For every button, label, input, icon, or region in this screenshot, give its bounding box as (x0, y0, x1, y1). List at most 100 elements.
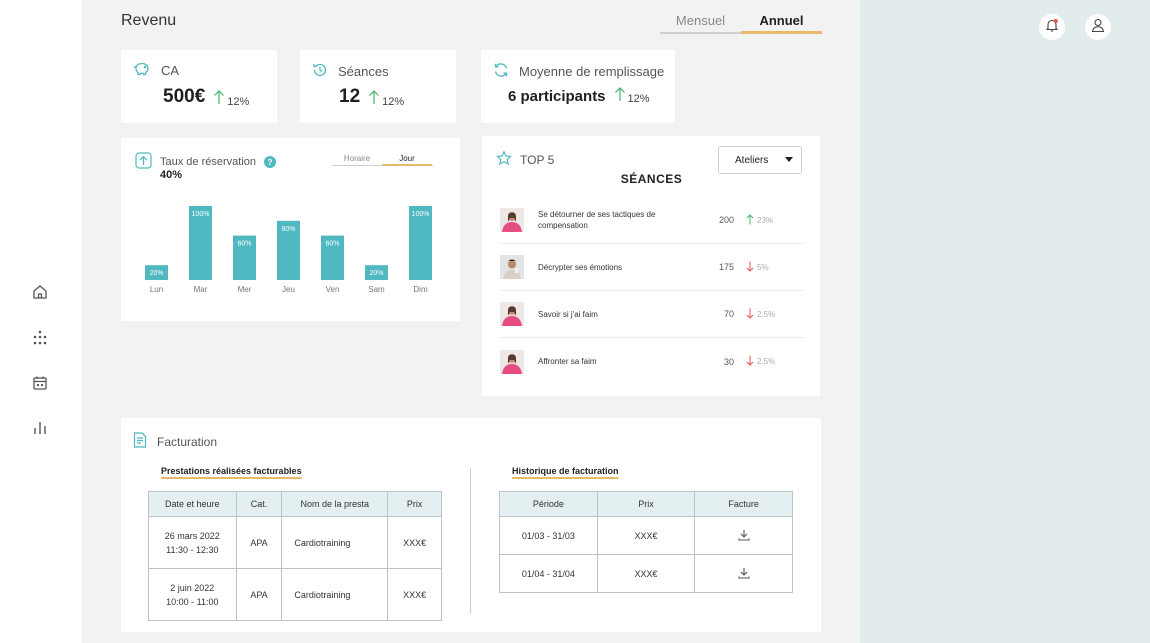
session-name: Décrypter ses émotions (538, 262, 623, 272)
session-count: 175 (718, 262, 734, 272)
help-icon[interactable]: ? (264, 156, 276, 168)
arrow-up-box-icon (135, 152, 152, 172)
billing-card: Facturation Prestations réalisées factur… (121, 418, 821, 632)
x-tick-label: Jeu (282, 285, 295, 294)
session-name: Se détourner de ses tactiques de compens… (538, 210, 656, 230)
price-cell: XXX€ (596, 554, 696, 593)
session-row[interactable]: Affronter sa faim 30 2.5% (500, 338, 804, 385)
bar-lun (145, 265, 168, 280)
column-header: Nom de la presta (281, 491, 389, 517)
category-cell: APA (235, 516, 283, 569)
x-tick-label: Sam (368, 285, 385, 294)
session-delta: 23% (757, 215, 774, 225)
session-delta: 5% (757, 262, 769, 272)
arrow-up-icon (746, 213, 754, 227)
bar-value-label: 20% (369, 270, 383, 277)
category-cell: APA (235, 568, 283, 621)
document-icon (133, 432, 147, 451)
history-icon (312, 62, 328, 81)
date: 26 mars 2022 (164, 530, 220, 541)
home-icon[interactable] (30, 282, 50, 302)
session-thumbnail (500, 349, 524, 374)
bar-chart-icon[interactable] (30, 418, 50, 438)
dots-grid-icon[interactable] (30, 328, 50, 348)
kpi-value: 12 (339, 86, 361, 107)
arrow-up-icon (614, 86, 626, 105)
session-row[interactable]: Savoir si j'ai faim 70 2.5% (500, 291, 804, 338)
price-cell: XXX€ (387, 516, 442, 569)
page-title: Revenu (121, 12, 177, 29)
caret-down-icon (785, 155, 793, 166)
table-row: 01/04 - 31/04 XXX€ (499, 554, 793, 593)
x-tick-label: Dim (413, 285, 428, 294)
calendar-icon[interactable] (30, 373, 50, 393)
tab-jour[interactable]: Jour (382, 153, 432, 166)
date: 2 juin 2022 (170, 582, 215, 593)
arrow-down-icon (746, 261, 754, 274)
session-name: Savoir si j'ai faim (538, 309, 598, 319)
table-header-row: Date et heure Cat. Nom de la presta Prix (148, 491, 442, 517)
billing-divider (470, 468, 471, 614)
piggy-bank-icon (133, 62, 151, 79)
session-thumbnail (500, 255, 524, 279)
download-icon[interactable] (738, 567, 750, 581)
bar-value-label: 100% (192, 211, 210, 218)
bar-dim (409, 206, 432, 280)
top5-title: TOP 5 (520, 152, 555, 167)
user-icon (1091, 18, 1105, 37)
arrow-up-icon (368, 89, 380, 108)
period-tabs: Mensuel Annuel (660, 12, 822, 34)
time: 10:00 - 11:00 (166, 596, 219, 607)
price-cell: XXX€ (387, 568, 442, 621)
reservation-tabs: Horaire Jour (332, 153, 433, 166)
table-row: 01/03 - 31/03 XXX€ (499, 516, 793, 555)
table-row[interactable]: 26 mars 2022 11:30 - 12:30 APA Cardiotra… (148, 516, 442, 569)
column-header: Cat. (235, 491, 283, 517)
session-thumbnail (500, 208, 524, 232)
category-select[interactable]: Ateliers (718, 146, 802, 174)
session-row[interactable]: Décrypter ses émotions 175 5% (500, 244, 804, 291)
session-count: 30 (723, 356, 734, 367)
date-cell: 26 mars 2022 11:30 - 12:30 (148, 516, 237, 569)
table-row[interactable]: 2 juin 2022 10:00 - 11:00 APA Cardiotrai… (148, 568, 442, 621)
tab-horaire[interactable]: Horaire (343, 154, 371, 163)
session-delta: 2.5% (757, 357, 776, 366)
reservation-title: Taux de réservation (160, 156, 256, 168)
notification-button[interactable] (1039, 14, 1065, 40)
top5-subtitle: SÉANCES (620, 172, 683, 186)
bar-value-label: 60% (325, 241, 339, 248)
kpi-card-seances: Séances 12 12% (300, 50, 456, 123)
download-icon[interactable] (738, 529, 750, 543)
tab-mensuel[interactable]: Mensuel (675, 13, 726, 28)
kpi-card-ca: CA 500€ 12% (121, 50, 277, 123)
service-name-cell: Cardiotraining (281, 516, 389, 569)
x-tick-label: Mer (238, 285, 252, 294)
billable-services-table: Date et heure Cat. Nom de la presta Prix… (148, 491, 442, 621)
profile-button[interactable] (1085, 14, 1111, 40)
column-header: Date et heure (148, 491, 237, 517)
session-thumbnail (500, 302, 524, 326)
kpi-delta: 12% (627, 93, 650, 105)
period-cell: 01/03 - 31/03 (499, 516, 598, 555)
bar-sam (365, 265, 388, 280)
tab-annuel[interactable]: Annuel (741, 12, 822, 34)
bar-mer (233, 235, 256, 280)
kpi-label: Séances (338, 64, 389, 79)
billable-services-title: Prestations réalisées facturables (161, 466, 302, 476)
billing-history-table: Période Prix Facture 01/03 - 31/03 XXX€ … (499, 491, 793, 593)
arrow-down-icon (746, 308, 754, 321)
kpi-label: Moyenne de remplissage (519, 64, 665, 79)
invoice-cell (694, 516, 793, 555)
session-count: 70 (723, 309, 734, 319)
kpi-delta: 12% (382, 96, 405, 108)
reservation-card: Taux de réservation ? 40% Horaire Jour 2… (121, 138, 460, 321)
column-header: Prix (387, 491, 442, 517)
session-delta: 2.5% (757, 309, 776, 319)
x-tick-label: Ven (326, 285, 340, 294)
session-row[interactable]: Se détourner de ses tactiques de compens… (500, 197, 804, 244)
period-cell: 01/04 - 31/04 (499, 554, 598, 593)
select-value: Ateliers (735, 154, 769, 166)
bar-value-label: 60% (237, 241, 251, 248)
bell-icon (1045, 18, 1059, 37)
time: 11:30 - 12:30 (166, 544, 219, 555)
